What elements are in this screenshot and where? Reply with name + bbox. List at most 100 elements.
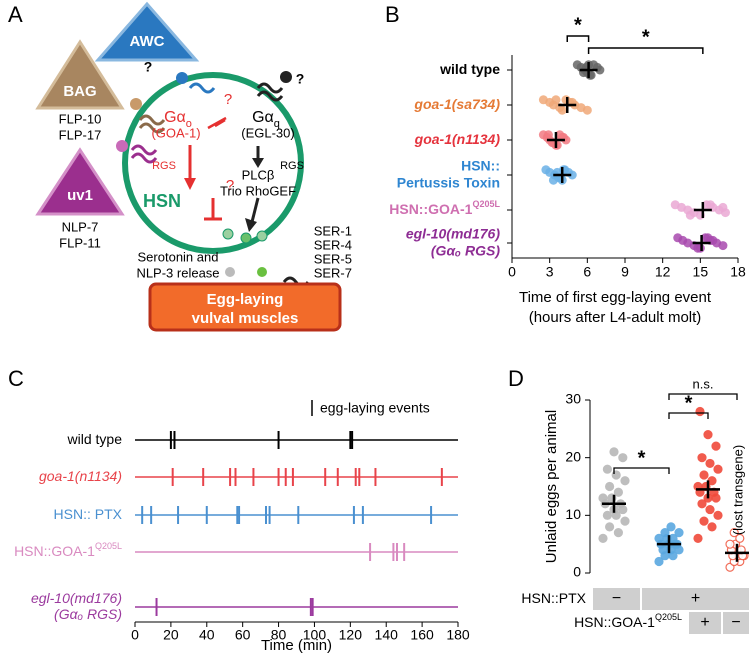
bag-label: BAG xyxy=(63,83,96,100)
label-part: HSN::GOA-1 xyxy=(14,543,95,559)
panel-label: B xyxy=(385,2,400,27)
awc-neuron xyxy=(94,1,200,62)
label-part: Pertussis Toxin xyxy=(397,174,500,190)
label: goa-1(sa734) xyxy=(413,96,500,112)
data-point xyxy=(551,95,561,105)
arrowhead xyxy=(245,218,257,232)
protein: (GOA-1) xyxy=(151,125,200,140)
data-point xyxy=(609,447,619,457)
label: HSN:: Pertussis Toxin xyxy=(397,157,500,190)
panel-label: A xyxy=(8,2,23,27)
receptor xyxy=(138,114,166,134)
data-point xyxy=(548,175,558,185)
label-part: HSN::PTX xyxy=(521,590,586,606)
significance-bracket xyxy=(613,467,670,474)
data-point xyxy=(604,522,615,532)
condition-cell xyxy=(593,588,640,610)
x-tick-label: 9 xyxy=(621,264,629,280)
receptor xyxy=(256,82,284,102)
condition-cell xyxy=(689,612,721,634)
hsn-cell xyxy=(122,72,304,254)
x-tick-label: 6 xyxy=(583,264,591,280)
data-point xyxy=(660,528,670,538)
label: egl-10(md176) (Gαₒ RGS) xyxy=(406,225,500,258)
protein: Gαq xyxy=(252,109,280,130)
unknown: ? xyxy=(224,91,232,108)
data-point xyxy=(598,493,608,503)
data-point xyxy=(713,510,723,520)
panel-label: D xyxy=(508,366,524,391)
x-tick-label: 20 xyxy=(163,627,179,643)
condition-value: + xyxy=(700,614,709,631)
significance-bracket xyxy=(668,393,738,400)
data-point xyxy=(735,533,745,544)
significance-label: * xyxy=(642,26,650,48)
data-point xyxy=(654,556,664,567)
peptide: FLP-11 xyxy=(59,235,101,250)
data-point xyxy=(708,235,718,245)
effector: Trio RhoGEF xyxy=(220,183,296,198)
condition-value: − xyxy=(731,614,740,631)
data-point xyxy=(699,470,709,480)
label-part: Q205L xyxy=(655,612,682,622)
data-point xyxy=(543,130,553,140)
peptide: FLP-17 xyxy=(59,127,102,142)
x-tick-label: 15 xyxy=(693,264,709,280)
unknown: ? xyxy=(144,59,153,75)
ligand xyxy=(116,140,128,152)
vesicle xyxy=(256,230,268,242)
data-point xyxy=(613,528,624,538)
label-part: Q205L xyxy=(95,541,122,551)
label: wild type xyxy=(439,61,500,77)
awc-label: AWC xyxy=(130,33,165,50)
arrowhead xyxy=(252,158,264,168)
peptide-dot xyxy=(257,267,267,277)
ligand xyxy=(176,72,188,84)
y-axis-label: Unlaid eggs per animal xyxy=(543,410,560,563)
x-tick-label: 120 xyxy=(339,627,363,643)
protein-part: o xyxy=(186,118,192,130)
receptor xyxy=(188,82,216,94)
data-point xyxy=(713,464,723,474)
protein: (EGL-30) xyxy=(241,125,294,140)
label: HSN::PTX xyxy=(521,590,586,606)
data-point xyxy=(557,105,567,115)
x-tick-label: 60 xyxy=(235,627,251,643)
data-point xyxy=(618,453,628,463)
x-tick-label: 3 xyxy=(546,264,554,280)
label-part: Q205L xyxy=(472,199,500,209)
peptide: FLP-10 xyxy=(59,111,102,126)
x-tick-label: 160 xyxy=(410,627,434,643)
significance-label: * xyxy=(638,447,646,469)
bag-neuron xyxy=(35,39,125,110)
significance-label: * xyxy=(574,14,582,36)
condition-value: − xyxy=(612,590,621,607)
y-tick-label: 30 xyxy=(565,391,581,407)
x-tick-label: 40 xyxy=(199,627,215,643)
data-point xyxy=(602,510,613,520)
protein-part: Gα xyxy=(252,109,274,126)
x-tick-label: 18 xyxy=(730,264,746,280)
receptor-name: SER-7 xyxy=(314,265,352,280)
hsn-label: HSN xyxy=(143,191,181,211)
condition-cell xyxy=(642,588,749,610)
panel-label: C xyxy=(8,366,24,391)
x-tick-label: 140 xyxy=(375,627,399,643)
ligand xyxy=(130,98,142,110)
data-point xyxy=(666,522,676,532)
x-tick-label: 100 xyxy=(303,627,327,643)
x-tick-label: 80 xyxy=(271,627,287,643)
data-point xyxy=(718,202,728,212)
label-part: (Gαₒ RGS) xyxy=(54,606,122,622)
label: wild type xyxy=(67,431,123,447)
condition-cell xyxy=(723,612,749,634)
label-part: (hours after L4-adult molt) xyxy=(529,309,702,326)
data-point xyxy=(598,533,608,544)
label: goa-1(n1134) xyxy=(414,131,501,147)
data-point xyxy=(697,499,707,509)
label-part: goa-1(sa734) xyxy=(413,96,500,112)
uv1-label: uv1 xyxy=(67,187,93,204)
label-part: wild type xyxy=(67,431,123,447)
data-point xyxy=(567,170,577,180)
